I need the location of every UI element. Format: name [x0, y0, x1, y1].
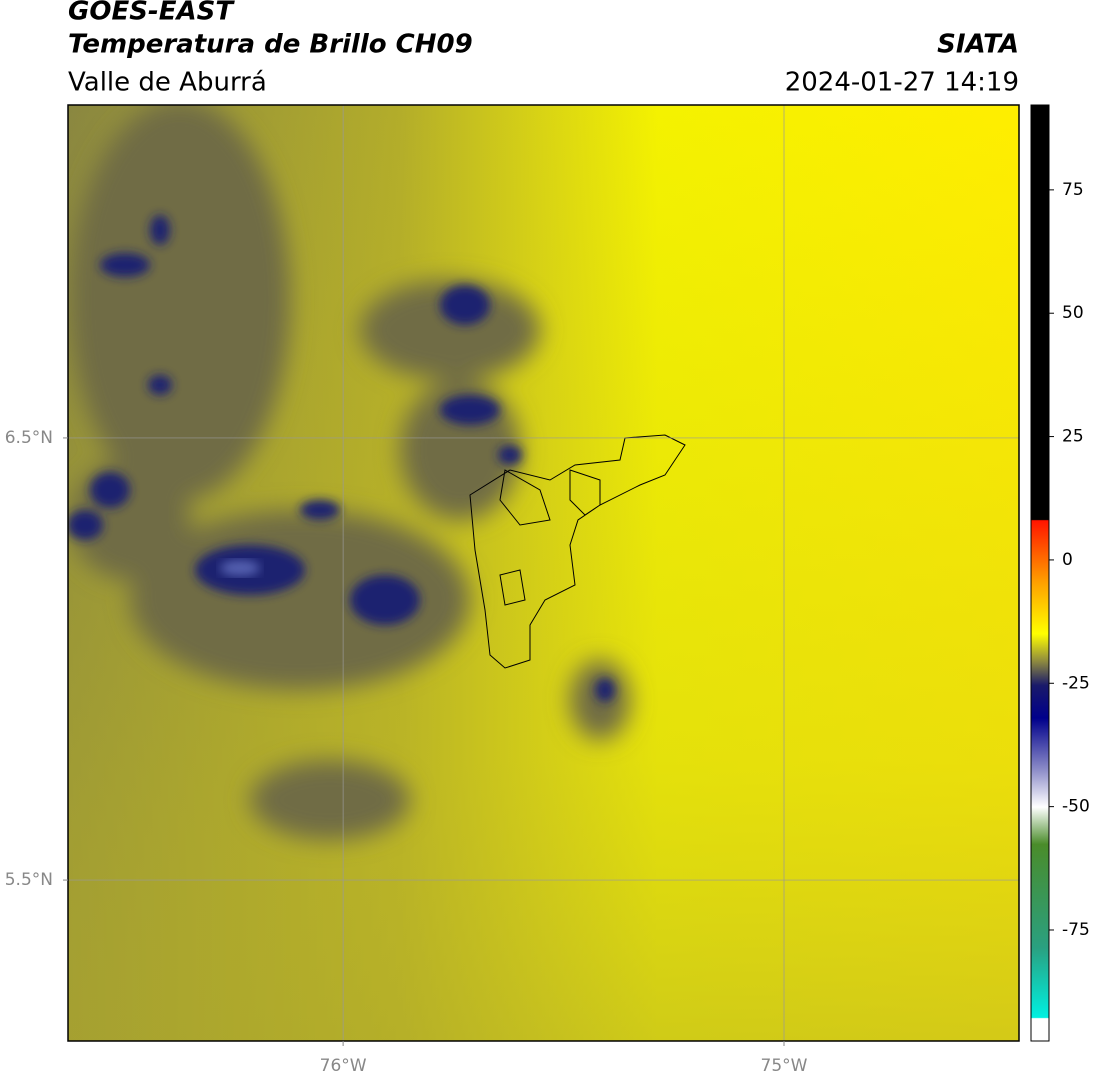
colorbar-label: 0	[1062, 550, 1073, 570]
y-tick-label: 5.5°N	[5, 870, 53, 890]
x-tick-label: 75°W	[761, 1056, 808, 1076]
colorbar-label: 25	[1062, 427, 1084, 447]
colorbar-label: -50	[1062, 797, 1090, 817]
region: Valle de Aburrá	[68, 68, 267, 98]
colorbar	[1030, 104, 1050, 1042]
title: GOES-EAST	[68, 0, 235, 27]
municipal-boundaries	[469, 434, 686, 669]
colorbar-label: -25	[1062, 673, 1090, 693]
map-frame	[67, 104, 1020, 1042]
datetime: 2024-01-27 14:19	[785, 68, 1019, 98]
colorbar-label: 50	[1062, 303, 1084, 323]
map-image	[68, 105, 1019, 1041]
colorbar-label: 75	[1062, 180, 1084, 200]
subtitle: Temperatura de Brillo CH09	[68, 30, 473, 60]
colorbar-label: -75	[1062, 920, 1090, 940]
y-tick-label: 6.5°N	[5, 428, 53, 448]
x-tick-label: 76°W	[320, 1056, 367, 1076]
source: SIATA	[937, 30, 1019, 60]
